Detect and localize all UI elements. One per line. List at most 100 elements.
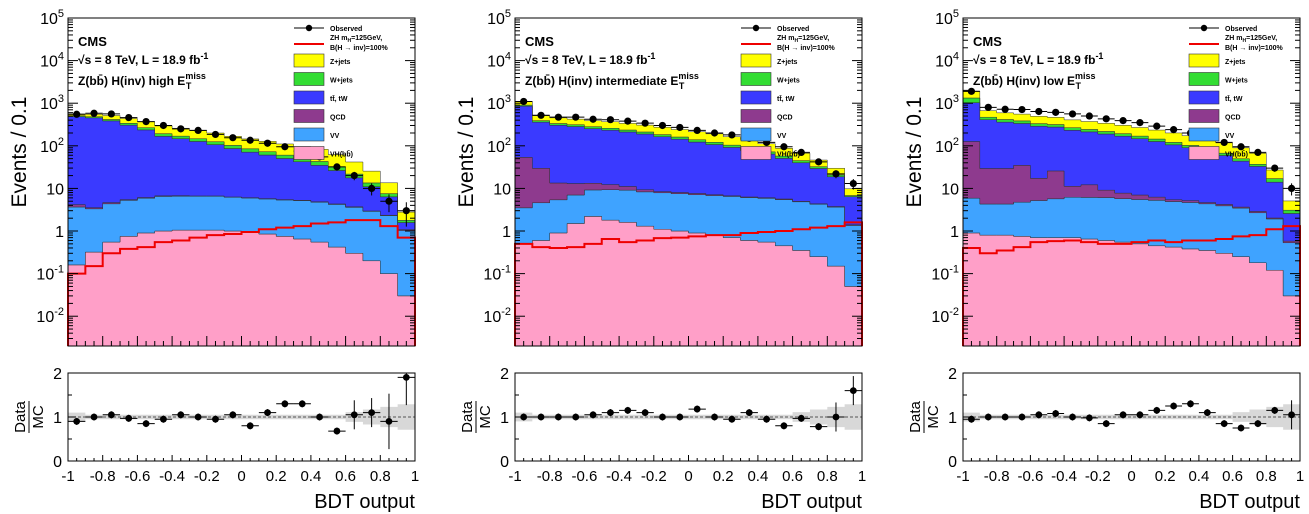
y-tick-label: 102 [40,136,64,156]
legend-swatch-zjets [1188,53,1220,68]
observed-point [1102,115,1110,123]
legend-swatch-vh [1188,146,1220,160]
legend-label-zjets: Z+jets [777,59,798,66]
ratio-y-tick-label: 2 [53,366,62,383]
ratio-point [1001,413,1009,421]
x-tick-label: -0.4 [159,468,185,485]
observed-point [832,170,840,178]
legend-signal-label-1: ZH mH=125GeV, [777,35,829,44]
ratio-point [832,413,840,421]
y-axis-title: Events / 0.1 [903,97,926,208]
ratio-point [1136,411,1144,419]
y-tick-label: 104 [487,51,511,71]
y-tick-label: 10-1 [931,264,959,284]
observed-point [1018,105,1026,114]
y-tick-label: 1 [502,224,511,241]
ratio-point [1288,411,1295,419]
ratio-point [1069,413,1076,421]
x-tick-label: 1 [858,468,866,485]
legend-signal-label-1: ZH mH=125GeV, [1225,35,1277,44]
observed-point [177,125,185,133]
observed-point [263,139,272,147]
observed-point [1136,119,1144,127]
observed-point [606,116,615,124]
ratio-point [572,413,580,421]
ratio-y-tick-label: 1 [948,410,957,427]
legend-observed-label: Observed [1225,26,1257,33]
legend-swatch-ttbar [293,90,325,105]
legend-swatch-qcd [740,109,772,123]
x-tick-label: -0.2 [1085,468,1111,485]
observed-point [589,115,597,123]
y-tick-label: 10-2 [483,306,511,326]
x-tick-label: -0.8 [90,468,116,485]
ratio-point [624,407,632,414]
observed-point [350,171,358,180]
signal-line [67,219,416,346]
legend-label-vh: VH(bb̄) [330,150,353,159]
ratio-point [641,409,649,416]
y-tick-label: 10 [941,181,959,198]
ratio-label-data: Data [12,401,29,433]
observed-point [849,179,857,188]
observed-point [194,126,202,134]
observed-point [385,197,393,205]
ratio-point [554,413,562,421]
legend-swatch-vv [293,127,325,142]
ratio-point [1085,414,1093,422]
legend-observed-marker [305,24,313,32]
y-tick-label: 104 [40,51,64,71]
legend-label-vv: VV [777,133,787,140]
x-tick-label: -1 [508,468,521,485]
ratio-point [281,400,289,408]
y-axis-title: Events / 0.1 [8,97,31,208]
observed-point [1170,126,1178,134]
ratio-point [984,413,992,421]
ratio-y-tick-label: 0 [500,454,509,471]
ratio-point [589,411,597,419]
legend-observed-label: Observed [330,26,362,33]
ratio-point [1102,420,1110,427]
legend-swatch-qcd [1188,109,1220,123]
ratio-y-tick-label: 2 [948,366,957,383]
legend-label-qcd: QCD [1225,115,1241,122]
ratio-point [1035,411,1043,419]
y-tick-label: 10-1 [36,264,64,284]
legend-signal-label-1: ZH mH=125GeV, [330,35,382,44]
legend-swatch-ttbar [1188,90,1220,105]
x-tick-label: 0.8 [817,468,838,485]
x-tick-label: -0.8 [984,468,1010,485]
ratio-point [229,411,237,419]
y-axis-title: Events / 0.1 [455,97,478,208]
ratio-point [780,422,788,430]
experiment-label: CMS [78,34,107,49]
legend-swatch-ttbar [740,90,772,105]
x-tick-label: 0 [1127,468,1135,485]
y-tick-label: 102 [935,136,959,156]
experiment-label: CMS [525,34,554,49]
observed-point [1052,108,1060,116]
x-tick-label: -0.6 [571,468,597,485]
legend-label-wjets: W+jets [777,78,800,85]
x-tick-label: 0.2 [1155,468,1176,485]
ratio-point [333,427,341,435]
ratio-label-data: Data [459,401,476,433]
legend-signal-label-2: B(H → inv)=100% [777,45,836,52]
x-tick-label: -0.4 [606,468,632,485]
legend-swatch-vv [740,127,772,142]
y-tick-label: 102 [487,136,511,156]
observed-point [624,117,632,125]
observed-point [229,134,237,142]
legend-label-zjets: Z+jets [330,59,351,66]
legend-label-ttbar: tt̄, tW [1225,94,1243,103]
x-tick-label: 1 [1296,468,1304,485]
observed-point [728,131,736,139]
region-label: Z(bb̄) H(inv) high Emiss T [78,71,206,91]
signal-line [514,221,863,346]
legend-signal-label-2: B(H → inv)=100% [330,45,389,52]
observed-point [797,148,805,157]
observed-point [693,126,701,134]
ratio-point [1237,424,1245,432]
observed-point [676,123,684,132]
